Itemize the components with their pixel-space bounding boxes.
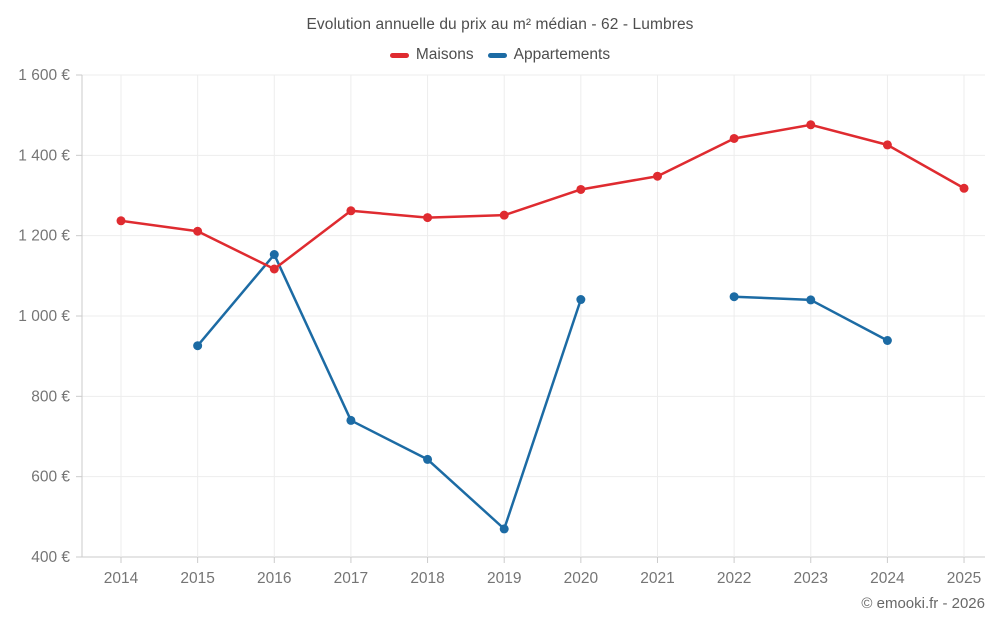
data-point-maisons-2017[interactable] [346,206,356,216]
chart-title: Evolution annuelle du prix au m² médian … [306,16,694,33]
data-point-maisons-2018[interactable] [423,213,433,223]
data-point-appartements-2023[interactable] [806,295,816,305]
x-axis-tick-label: 2016 [257,570,291,587]
data-point-appartements-2016[interactable] [269,250,279,260]
data-point-appartements-2022[interactable] [729,292,739,302]
x-axis-tick-label: 2020 [564,570,599,587]
data-point-maisons-2014[interactable] [116,216,126,226]
data-point-maisons-2021[interactable] [652,171,662,181]
y-axis-tick-label: 600 € [31,469,70,486]
x-axis-tick-label: 2017 [334,570,368,587]
data-point-appartements-2015[interactable] [193,341,203,351]
legend-label-appartements: Appartements [513,46,611,63]
data-point-maisons-2022[interactable] [729,133,739,143]
y-axis-tick-label: 800 € [31,388,70,405]
data-point-appartements-2017[interactable] [346,415,356,425]
data-point-maisons-2015[interactable] [193,226,203,236]
y-axis-tick-label: 1 600 € [18,67,70,84]
copyright-footer: © emooki.fr - 2026 [861,595,985,612]
y-axis-tick-label: 400 € [31,549,70,566]
data-point-maisons-2023[interactable] [806,120,816,130]
x-axis-tick-label: 2021 [640,570,674,587]
data-point-maisons-2016[interactable] [269,264,279,274]
legend-swatch-maisons [389,52,409,58]
x-axis-tick-label: 2025 [947,570,981,587]
y-axis-tick-label: 1 400 € [18,147,70,164]
x-axis-tick-label: 2024 [870,570,905,587]
legend: Maisons Appartements [0,46,1000,64]
data-point-maisons-2019[interactable] [499,210,509,220]
x-axis-tick-label: 2015 [180,570,214,587]
data-point-appartements-2020[interactable] [576,295,586,305]
legend-label-maisons: Maisons [415,46,474,63]
x-axis-tick-label: 2018 [410,570,444,587]
data-point-appartements-2019[interactable] [499,524,509,534]
data-point-appartements-2024[interactable] [882,336,892,346]
x-axis-tick-label: 2019 [487,570,521,587]
x-axis-tick-label: 2023 [794,570,828,587]
data-point-maisons-2020[interactable] [576,184,586,194]
legend-item-maisons[interactable]: Maisons [389,46,474,64]
data-point-appartements-2018[interactable] [423,454,433,464]
data-point-maisons-2024[interactable] [882,140,892,150]
x-axis-tick-label: 2022 [717,570,751,587]
data-point-maisons-2025[interactable] [959,183,969,193]
x-axis-tick-label: 2014 [104,570,139,587]
y-axis-tick-label: 1 000 € [18,308,70,325]
y-axis-tick-label: 1 200 € [18,228,70,245]
legend-item-appartements[interactable]: Appartements [487,46,611,64]
legend-swatch-appartements [487,52,507,58]
